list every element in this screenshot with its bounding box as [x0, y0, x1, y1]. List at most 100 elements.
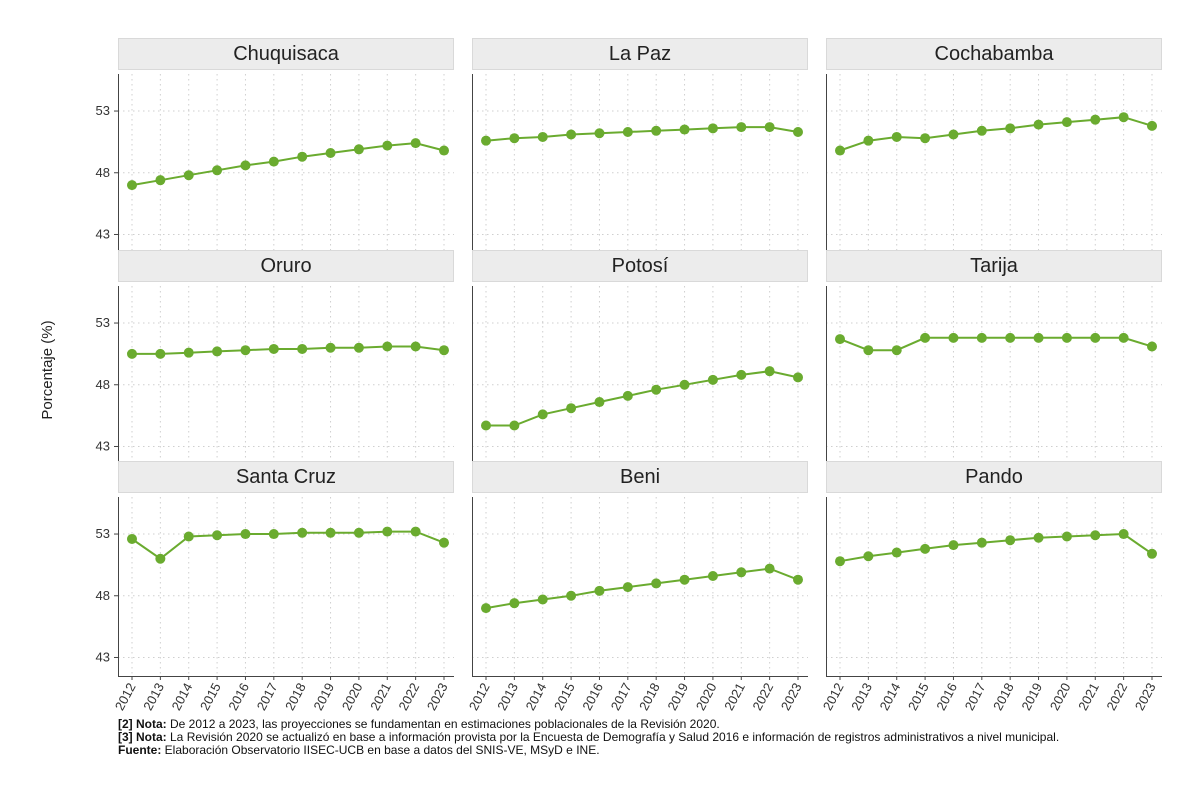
panel-header-potosi	[472, 250, 808, 282]
series-line-cochabamba	[839, 116, 1153, 152]
data-point-cochabamba-2023	[1147, 120, 1157, 131]
data-point-santa-cruz-2021	[382, 526, 393, 537]
data-point-chuquisaca-2021	[382, 140, 393, 151]
data-point-oruro-2014	[183, 347, 194, 358]
x-tick-label-santa-cruz-2022: 2022	[395, 680, 422, 712]
panel-title-beni: Beni	[620, 466, 660, 488]
panel-beni: Beni 2012 2013 2014 2015 2016 2017 2018 2019 2020…	[466, 461, 808, 712]
data-point-pando-2022	[1118, 529, 1129, 540]
panel-header-beni	[472, 461, 808, 493]
data-point-tarija-2015	[920, 332, 931, 343]
data-point-oruro-2020	[353, 342, 364, 353]
data-point-tarija-2012	[835, 334, 845, 345]
data-point-la-paz-2012	[481, 135, 491, 146]
data-point-la-paz-2015	[566, 129, 577, 140]
data-point-beni-2017	[622, 582, 633, 593]
data-point-beni-2012	[481, 603, 491, 614]
series-line-oruro	[132, 345, 445, 355]
data-point-la-paz-2023	[793, 127, 803, 138]
data-point-pando-2012	[835, 556, 845, 567]
data-point-santa-cruz-2013	[155, 553, 166, 564]
note-2: [2] Nota: De 2012 a 2023, las proyeccion…	[118, 718, 1059, 731]
data-point-santa-cruz-2017	[268, 529, 279, 540]
panel-santa-cruz: Santa Cruz 43 48 53 2012 2013 2014 2015 2016 2017…	[96, 461, 454, 712]
data-point-chuquisaca-2020	[353, 144, 364, 155]
series-line-pando	[839, 532, 1153, 563]
data-point-potosi-2019	[679, 379, 690, 390]
data-point-oruro-2017	[268, 343, 279, 354]
y-axis-label: Porcentaje (%)	[39, 320, 56, 419]
data-point-pando-2016	[948, 540, 959, 551]
data-point-cochabamba-2015	[920, 133, 931, 144]
x-tick-label-santa-cruz-2020: 2020	[339, 680, 366, 712]
x-tick-label-beni-2020: 2020	[693, 680, 720, 712]
data-point-potosi-2023	[793, 372, 803, 383]
panel-cochabamba: Cochabamba	[826, 38, 1162, 254]
note-3-label: [3] Nota:	[118, 730, 167, 744]
data-point-cochabamba-2013	[863, 135, 874, 146]
panel-title-cochabamba: Cochabamba	[935, 43, 1055, 65]
data-point-santa-cruz-2014	[183, 531, 194, 542]
data-point-beni-2020	[707, 571, 718, 582]
data-point-oruro-2016	[240, 345, 251, 356]
data-point-pando-2017	[976, 537, 987, 548]
x-tick-label-santa-cruz-2018: 2018	[282, 680, 309, 712]
panel-title-potosi: Potosí	[612, 255, 669, 277]
data-point-oruro-2015	[212, 346, 223, 357]
y-tick-label-chuquisaca-48: 48	[96, 165, 110, 180]
data-point-oruro-2012	[127, 348, 137, 359]
data-point-santa-cruz-2012	[127, 533, 137, 544]
data-point-cochabamba-2019	[1033, 119, 1044, 130]
y-tick-label-oruro-43: 43	[96, 438, 110, 453]
data-point-la-paz-2017	[622, 127, 633, 138]
data-point-la-paz-2022	[764, 122, 775, 133]
data-point-cochabamba-2016	[948, 129, 959, 140]
x-tick-label-santa-cruz-2015: 2015	[197, 680, 224, 712]
x-tick-label-pando-2013: 2013	[848, 680, 875, 712]
data-point-beni-2014	[537, 594, 548, 605]
panel-header-la-paz	[472, 38, 808, 70]
data-point-la-paz-2020	[707, 123, 718, 134]
note-2-label: [2] Nota:	[118, 717, 167, 731]
data-point-cochabamba-2022	[1118, 112, 1129, 123]
data-point-potosi-2013	[509, 420, 520, 431]
panels-group: Chuquisaca 43 48 53 La Paz Cochabamba Oruro 43 4…	[96, 38, 1162, 712]
small-multiples-chart: Porcentaje (%) Chuquisaca 43 48 53 La Paz Coc…	[39, 38, 1162, 712]
panel-header-tarija	[826, 250, 1162, 282]
x-tick-label-beni-2022: 2022	[749, 680, 776, 712]
panel-title-chuquisaca: Chuquisaca	[233, 43, 340, 65]
panel-header-santa-cruz	[118, 461, 454, 493]
data-point-oruro-2019	[325, 342, 336, 353]
data-point-oruro-2013	[155, 348, 166, 359]
x-tick-label-beni-2012: 2012	[466, 680, 493, 712]
data-point-santa-cruz-2015	[212, 530, 223, 541]
data-point-oruro-2018	[297, 343, 308, 354]
source-text: Elaboración Observatorio IISEC-UCB en ba…	[161, 743, 600, 757]
x-tick-label-pando-2019: 2019	[1018, 680, 1045, 712]
x-tick-label-beni-2019: 2019	[664, 680, 691, 712]
data-point-tarija-2017	[976, 332, 987, 343]
x-tick-label-santa-cruz-2021: 2021	[367, 680, 394, 712]
data-point-chuquisaca-2022	[410, 138, 421, 149]
x-tick-label-santa-cruz-2019: 2019	[310, 680, 337, 712]
data-point-la-paz-2016	[594, 128, 605, 139]
data-point-beni-2013	[509, 598, 520, 609]
data-point-potosi-2020	[707, 374, 718, 385]
panel-title-oruro: Oruro	[260, 255, 311, 277]
data-point-tarija-2022	[1118, 332, 1129, 343]
panel-tarija: Tarija	[826, 250, 1162, 466]
x-tick-label-beni-2013: 2013	[494, 680, 521, 712]
x-tick-label-pando-2014: 2014	[877, 680, 904, 712]
data-point-potosi-2014	[537, 409, 548, 420]
data-point-cochabamba-2020	[1061, 117, 1072, 128]
data-point-tarija-2013	[863, 345, 874, 356]
panel-title-tarija: Tarija	[970, 255, 1019, 277]
data-point-chuquisaca-2018	[297, 151, 308, 162]
x-tick-label-pando-2017: 2017	[962, 680, 989, 712]
series-line-beni	[485, 567, 799, 610]
x-tick-label-beni-2021: 2021	[721, 680, 748, 712]
data-point-tarija-2021	[1090, 332, 1101, 343]
x-tick-label-santa-cruz-2013: 2013	[140, 680, 167, 712]
data-point-pando-2020	[1061, 531, 1072, 542]
